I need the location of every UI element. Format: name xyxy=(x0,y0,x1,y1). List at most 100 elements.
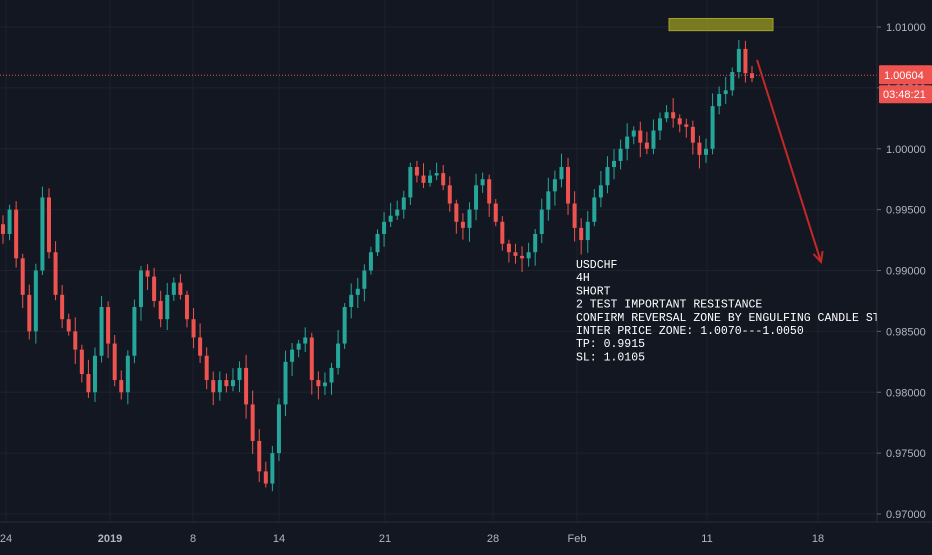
candle-body xyxy=(644,142,649,149)
candle-body xyxy=(625,136,630,149)
candle-body xyxy=(467,209,472,228)
candle xyxy=(697,135,702,169)
candle-body xyxy=(723,90,728,94)
candle-body xyxy=(198,337,203,356)
candle xyxy=(230,368,235,392)
candle-body xyxy=(342,307,347,344)
candle xyxy=(224,373,229,393)
candle xyxy=(263,461,268,488)
candle-body xyxy=(408,167,413,198)
time-tick-label: 8 xyxy=(190,533,196,545)
candle xyxy=(388,202,393,228)
candle xyxy=(40,186,45,275)
candle-body xyxy=(605,167,610,186)
candle xyxy=(598,170,603,208)
candle xyxy=(158,290,163,328)
candle xyxy=(92,347,97,402)
candle-body xyxy=(46,197,51,253)
candle xyxy=(572,191,577,242)
candle-body xyxy=(460,221,465,228)
candle-body xyxy=(414,167,419,176)
candle-body xyxy=(322,382,327,387)
candle-body xyxy=(276,404,281,454)
candle-body xyxy=(690,126,695,143)
candle xyxy=(257,429,262,483)
candle xyxy=(119,370,124,400)
candle-body xyxy=(441,173,446,186)
candle xyxy=(165,282,170,331)
annotation-line: TP: 0.9915 xyxy=(576,338,645,351)
candle-body xyxy=(73,331,78,350)
candle-body xyxy=(296,343,301,350)
candle-body xyxy=(631,130,636,137)
candle xyxy=(66,313,71,336)
candle xyxy=(552,170,557,206)
candle-body xyxy=(20,258,25,295)
last-price-label: 1.00604 xyxy=(884,70,924,82)
candle xyxy=(106,301,111,359)
candle-body xyxy=(434,173,439,176)
price-tick-label: 1.01000 xyxy=(886,22,926,34)
candle xyxy=(736,39,741,79)
candle xyxy=(539,198,544,244)
time-tick-label: 14 xyxy=(273,533,285,545)
candle-body xyxy=(119,380,124,393)
candle-body xyxy=(572,203,577,228)
price-axis[interactable]: 1.010001.005001.000000.995000.990000.985… xyxy=(876,0,932,522)
candle-body xyxy=(165,294,170,320)
time-tick-label: 18 xyxy=(812,533,824,545)
resistance-zone-layer[interactable] xyxy=(668,17,774,32)
candle xyxy=(710,93,715,155)
candle-body xyxy=(336,343,341,368)
candle xyxy=(414,160,419,183)
candle xyxy=(631,126,636,145)
candle xyxy=(454,199,459,234)
candle xyxy=(1,215,5,244)
candle-body xyxy=(447,185,452,204)
candle xyxy=(375,229,380,257)
candle xyxy=(546,177,551,221)
candle xyxy=(671,98,676,128)
drawings[interactable] xyxy=(0,59,877,265)
candle-body xyxy=(355,288,360,295)
candle xyxy=(336,330,341,375)
candle xyxy=(421,163,426,188)
candle xyxy=(500,216,505,251)
candle-body xyxy=(710,106,715,149)
time-axis[interactable]: 24 2019 8 14 21 28 Feb 11 18 xyxy=(0,521,932,550)
candle-body xyxy=(651,130,656,149)
candle-body xyxy=(244,367,249,405)
candle xyxy=(480,172,485,193)
candle xyxy=(73,317,78,364)
candle-body xyxy=(1,224,5,234)
candle-body xyxy=(559,167,564,180)
candle-body xyxy=(566,167,571,204)
candle xyxy=(520,246,525,272)
candle-body xyxy=(316,380,321,387)
annotation-line: USDCHF xyxy=(576,259,618,272)
candle xyxy=(690,120,695,155)
time-tick-label: 28 xyxy=(487,533,499,545)
candle-body xyxy=(375,233,380,253)
candle xyxy=(303,327,308,353)
candle xyxy=(559,153,564,188)
candle-body xyxy=(750,73,754,79)
candle-body xyxy=(671,112,676,119)
short-arrow-head[interactable] xyxy=(812,250,824,265)
candle xyxy=(704,138,709,163)
candle-body xyxy=(204,355,209,381)
candle xyxy=(211,371,216,406)
candle-body xyxy=(224,380,229,387)
candle-body xyxy=(263,471,268,484)
candle xyxy=(145,264,150,290)
candle-body xyxy=(487,179,492,204)
candle-body xyxy=(86,373,91,393)
candle xyxy=(355,277,360,309)
price-tick-label: 0.97000 xyxy=(886,509,926,521)
candle xyxy=(27,284,32,340)
short-arrow-line[interactable] xyxy=(756,59,822,263)
resistance-zone[interactable] xyxy=(668,17,774,32)
candle xyxy=(309,332,314,395)
candle-body xyxy=(329,367,334,383)
